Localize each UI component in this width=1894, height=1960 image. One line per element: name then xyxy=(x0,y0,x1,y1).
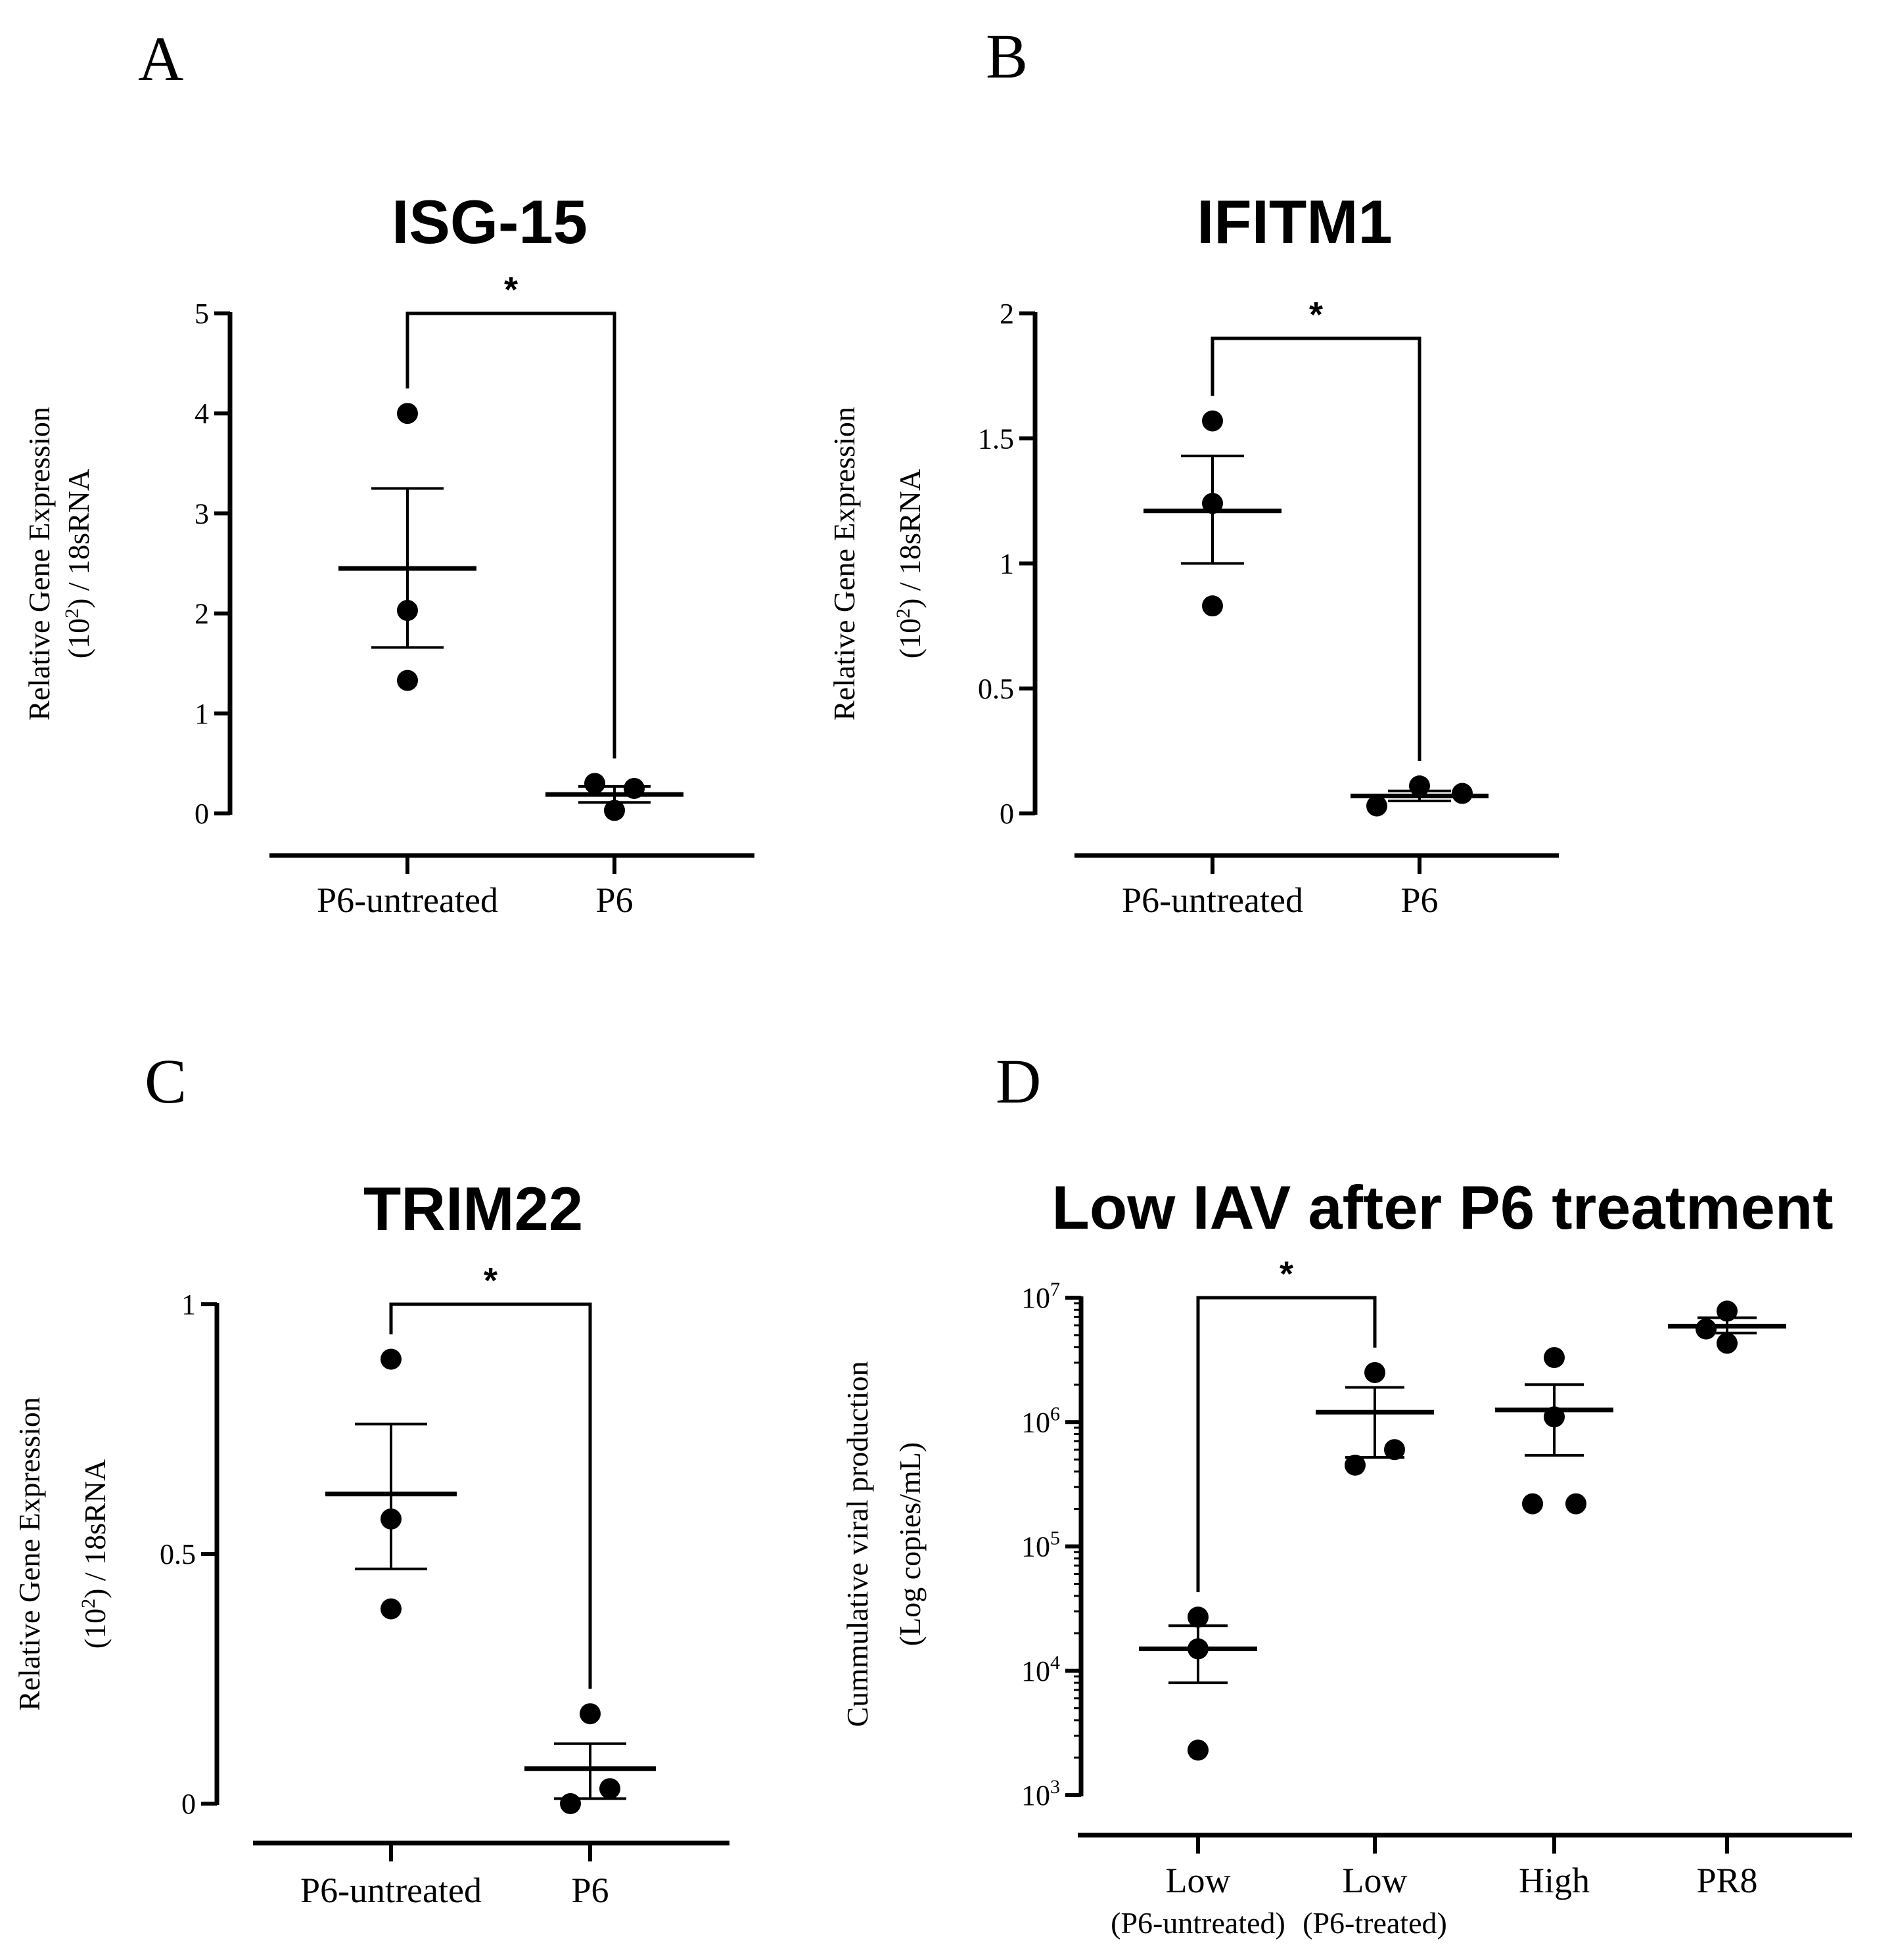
significance-bracket xyxy=(389,1302,592,1689)
panel-letter-c: C xyxy=(145,1046,187,1116)
data-point xyxy=(1696,1318,1717,1340)
y-tick-label: 0 xyxy=(181,1788,196,1820)
y-tick-label: 107 xyxy=(1021,1279,1060,1314)
panel-d: D Low IAV after P6 treatment 10310410510… xyxy=(841,1046,1852,1940)
data-point xyxy=(1202,493,1223,514)
y-tick-label: 103 xyxy=(1021,1776,1060,1812)
data-point xyxy=(1188,1638,1209,1660)
category-label: P6-untreated xyxy=(317,880,498,920)
y-tick-label: 2 xyxy=(1000,298,1014,330)
y-axis-subtitle: (Log copies/mL) xyxy=(893,1442,927,1646)
y-tick-label: 2 xyxy=(195,598,209,630)
y-tick-label: 0 xyxy=(195,798,209,830)
category-label: P6 xyxy=(571,1871,609,1910)
panel-letter-b: B xyxy=(986,21,1028,91)
data-point xyxy=(381,1598,402,1620)
y-tick-label: 1 xyxy=(1000,548,1014,580)
y-axis-subtitle: (102) / 18sRNA xyxy=(61,469,95,658)
significance-bracket xyxy=(405,311,616,759)
y-axis-title: Relative Gene Expression xyxy=(827,407,861,721)
data-point xyxy=(604,800,625,821)
data-point xyxy=(624,777,645,799)
significance-label: * xyxy=(484,1261,497,1300)
significance-bracket xyxy=(1196,1296,1377,1593)
y-tick-label: 4 xyxy=(195,398,209,430)
data-point xyxy=(1544,1347,1565,1369)
significance-label: * xyxy=(1309,295,1323,334)
y-tick-label: 0.5 xyxy=(978,673,1014,705)
panel-b: B IFITM1 0 0.5 1 1.5 2 P6-untreated P6 Relative… xyxy=(827,21,1559,920)
chart-axes: 103 104 105 106 107 Low (P6-untreated) Low (P6-t… xyxy=(841,1254,1852,1940)
panel-a: A ISG-15 0 1 2 3 4 5 P6-untreated P6 Relative Ge… xyxy=(22,24,754,920)
chart-title: TRIM22 xyxy=(363,1174,583,1243)
panel-letter-d: D xyxy=(996,1046,1041,1116)
data-point xyxy=(397,403,418,424)
y-axis-subtitle: (102) / 18sRNA xyxy=(892,469,927,658)
data-point xyxy=(1188,1607,1209,1628)
y-tick-label: 1 xyxy=(181,1288,196,1321)
category-label: P6 xyxy=(595,880,633,920)
data-point xyxy=(1202,595,1223,617)
y-axis-title: Relative Gene Expression xyxy=(22,407,56,721)
category-label: High xyxy=(1519,1861,1590,1900)
data-point xyxy=(397,670,418,691)
category-sublabel: (P6-treated) xyxy=(1303,1906,1447,1940)
data-point xyxy=(1188,1739,1209,1761)
data-point xyxy=(1364,1361,1385,1383)
data-point xyxy=(1717,1300,1738,1322)
data-point xyxy=(1366,795,1387,817)
chart-axes: 0 1 2 3 4 5 P6-untreated P6 Relative Gene Expres… xyxy=(22,270,754,920)
data-point xyxy=(584,773,605,794)
data-point xyxy=(1452,783,1473,804)
panel-c: C TRIM22 0 0.5 1 P6-untreated P6 Relative Gen… xyxy=(12,1046,729,1910)
y-tick-label: 5 xyxy=(195,298,209,330)
y-tick-label: 1.5 xyxy=(978,422,1014,455)
y-tick-label: 105 xyxy=(1021,1528,1060,1563)
category-label: P6-untreated xyxy=(1122,880,1303,920)
chart-title: Low IAV after P6 treatment xyxy=(1051,1173,1833,1242)
y-axis-subtitle: (102) / 18sRNA xyxy=(78,1459,112,1649)
category-sublabel: (P6-untreated) xyxy=(1111,1906,1285,1940)
data-point xyxy=(381,1348,402,1370)
y-tick-label: 3 xyxy=(195,497,209,530)
data-point xyxy=(381,1508,402,1530)
category-label: P6-untreated xyxy=(300,1871,482,1910)
y-tick-label: 1 xyxy=(195,698,209,730)
chart-axes: 0 0.5 1 P6-untreated P6 Relative Gene Express… xyxy=(12,1261,729,1910)
data-point xyxy=(560,1793,581,1814)
significance-bracket xyxy=(1211,336,1421,762)
y-tick-label: 104 xyxy=(1021,1652,1060,1687)
panel-letter-a: A xyxy=(138,24,183,94)
data-point xyxy=(599,1778,620,1800)
data-point xyxy=(1565,1493,1586,1515)
chart-title: ISG-15 xyxy=(392,187,588,256)
significance-label: * xyxy=(504,270,518,309)
data-point xyxy=(1384,1439,1405,1461)
data-point xyxy=(1522,1493,1543,1515)
data-point xyxy=(1544,1406,1565,1428)
data-point xyxy=(397,600,418,622)
y-axis-title: Cummulative viral production xyxy=(841,1361,874,1727)
significance-label: * xyxy=(1280,1254,1293,1294)
chart-title: IFITM1 xyxy=(1197,187,1393,256)
y-tick-label: 0 xyxy=(1000,798,1014,830)
y-tick-label: 106 xyxy=(1021,1403,1060,1438)
category-label: Low xyxy=(1343,1861,1408,1900)
category-label: P6 xyxy=(1400,880,1438,920)
category-label: Low xyxy=(1166,1861,1231,1900)
chart-axes: 0 0.5 1 1.5 2 P6-untreated P6 Relative Gene Exp… xyxy=(827,295,1559,920)
category-label: PR8 xyxy=(1696,1861,1757,1900)
data-point xyxy=(1409,775,1430,797)
data-point xyxy=(1717,1333,1738,1354)
y-axis-title: Relative Gene Expression xyxy=(12,1397,46,1711)
data-point xyxy=(580,1703,601,1725)
y-tick-label: 0.5 xyxy=(160,1538,196,1570)
data-point xyxy=(1345,1454,1366,1476)
data-point xyxy=(1202,410,1223,432)
